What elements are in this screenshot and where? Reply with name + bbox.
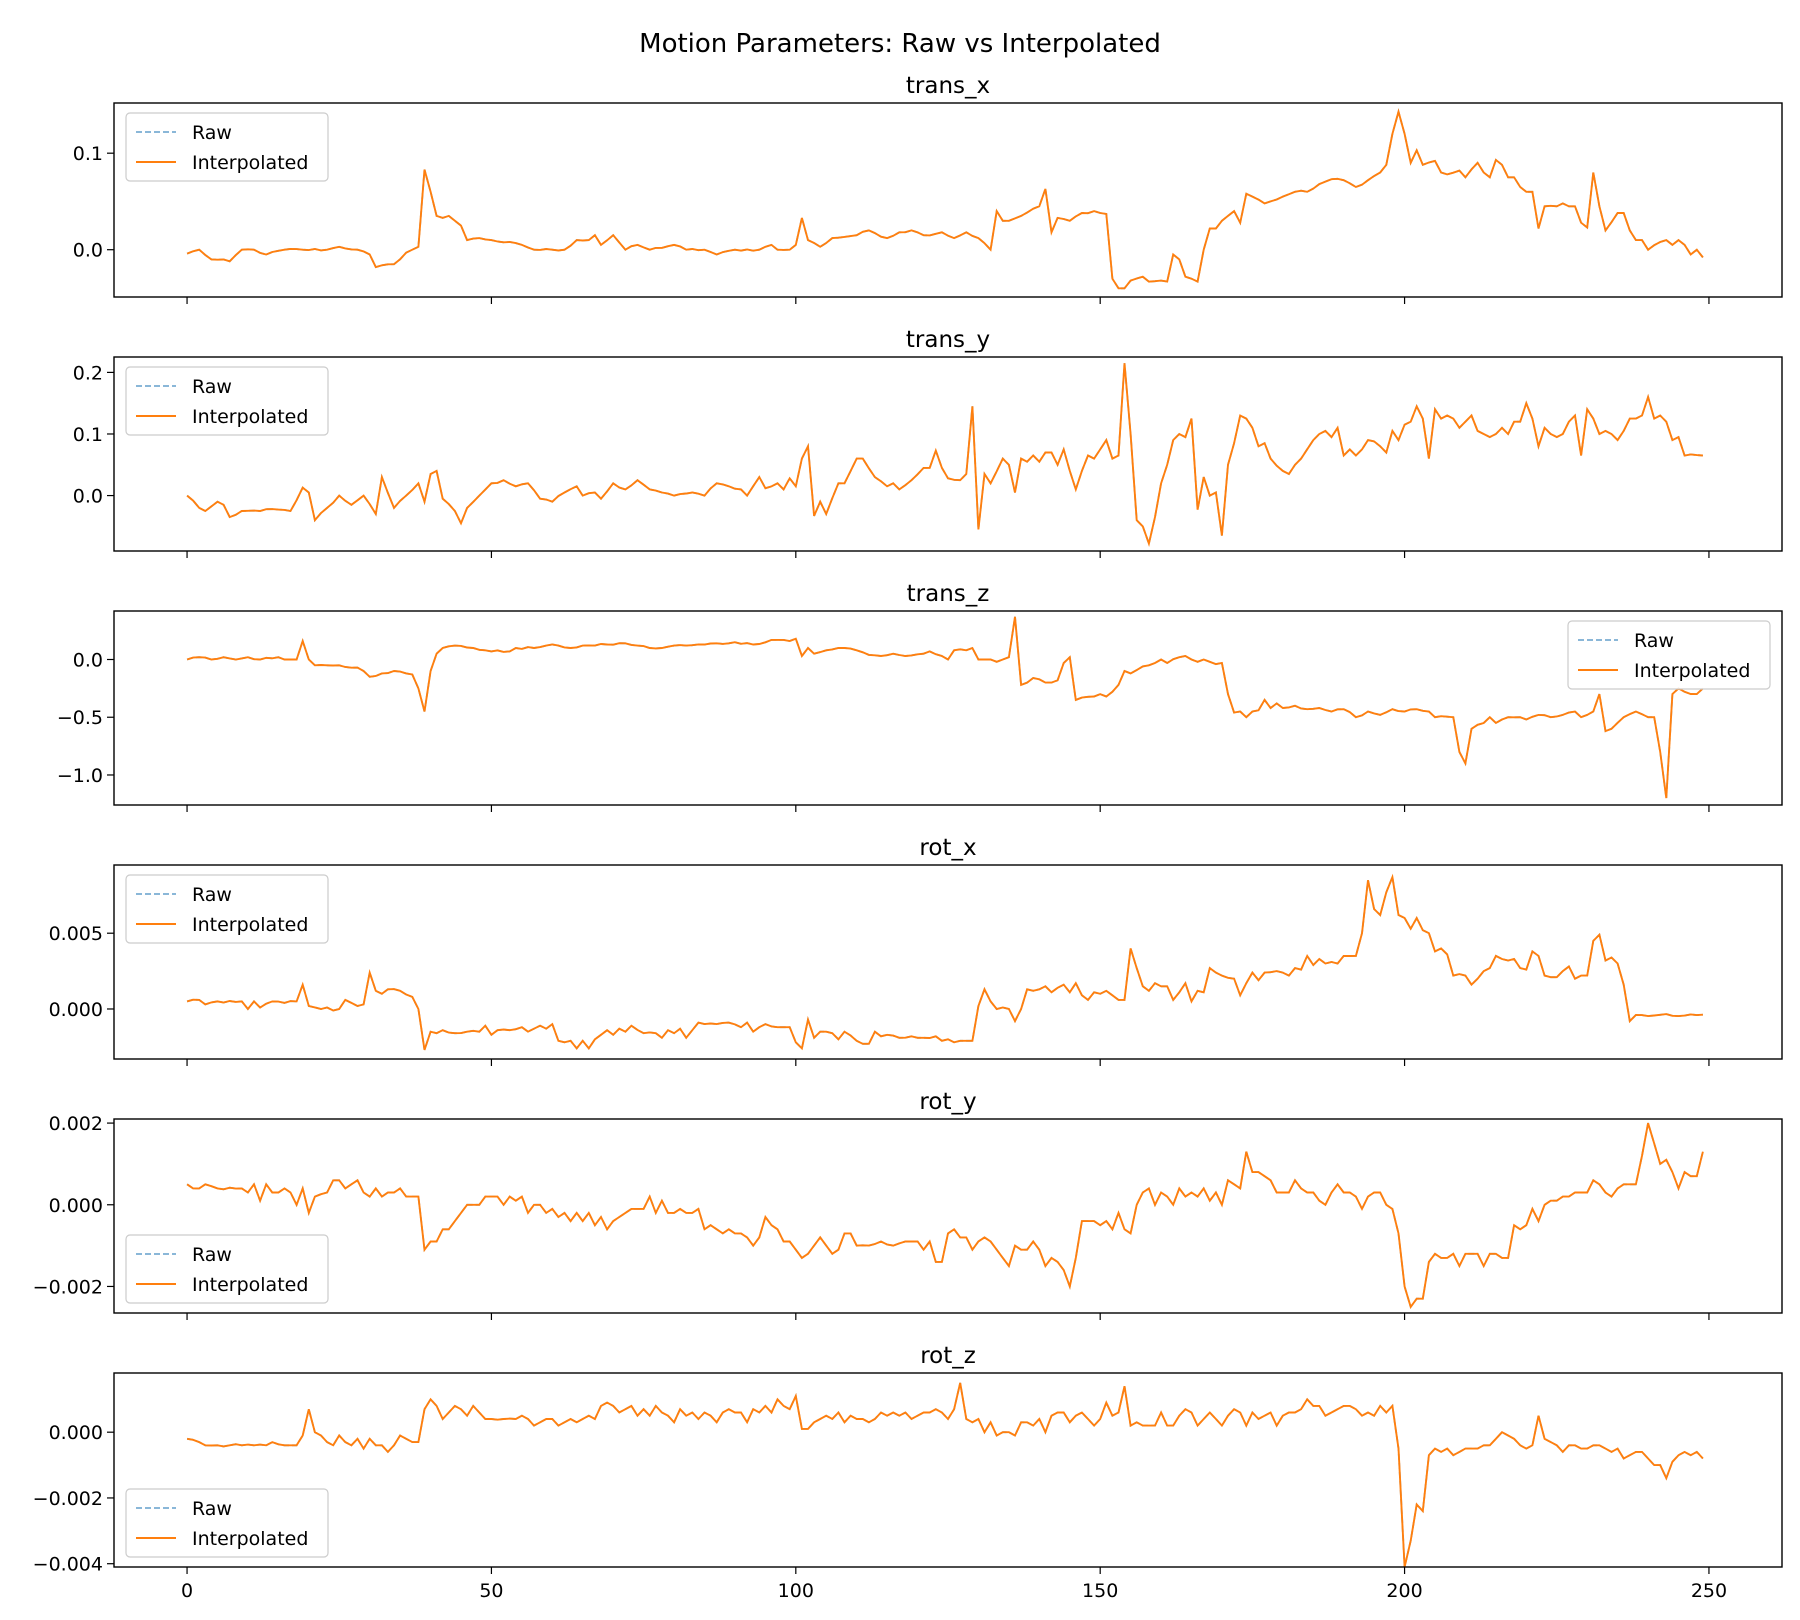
legend-interpolated-label: Interpolated — [1634, 660, 1750, 682]
legend-trans-z: Raw Interpolated — [1567, 620, 1771, 690]
axes-frame-trans-x — [113, 102, 1783, 298]
y-tick-label-rot-z: −0.004 — [33, 1554, 103, 1576]
y-tick-label-trans-z: −1.0 — [57, 765, 103, 787]
interpolated-series-line-trans-y — [186, 363, 1703, 547]
legend-raw-label: Raw — [1634, 630, 1674, 652]
y-tick-label-rot-y: 0.002 — [49, 1113, 103, 1135]
y-tick-label-trans-y: 0.1 — [73, 424, 103, 446]
legend-rot-x: Raw Interpolated — [125, 874, 329, 944]
subplot-rot-x: rot_x 0.000 0.005 Raw Interpolated — [49, 835, 1783, 1066]
subplot-trans-y: trans_y 0.0 0.1 0.2 Raw Interpolated — [73, 327, 1783, 558]
y-tick-label-trans-y: 0.2 — [73, 362, 103, 384]
y-tick-label-trans-z: 0.0 — [73, 650, 103, 672]
subplot-rot-z: rot_z −0.004 −0.002 0.000 0 50 100 150 200 250 Raw… — [33, 1343, 1783, 1602]
y-tick-label-trans-y: 0.0 — [73, 486, 103, 508]
legend-box — [125, 874, 329, 944]
axes-frame-rot-z — [113, 1372, 1783, 1568]
subplot-trans-z: trans_z 0.0 −0.5 −1.0 Raw Interpolated — [57, 581, 1783, 812]
interpolated-series-line-trans-x — [186, 108, 1704, 290]
x-tick-label: 50 — [479, 1580, 503, 1602]
y-tick-label-rot-y: 0.000 — [49, 1195, 103, 1217]
legend-interpolated-label: Interpolated — [192, 406, 308, 428]
interpolated-series-line-trans-z — [186, 616, 1704, 799]
y-tick-label-rot-z: 0.000 — [49, 1422, 103, 1444]
axes-frame-trans-z — [113, 610, 1783, 806]
subplot-title-rot-z: rot_z — [920, 1343, 976, 1369]
x-tick-label: 0 — [181, 1580, 193, 1602]
y-tick-label-rot-z: −0.002 — [33, 1488, 103, 1510]
legend-box — [125, 1234, 329, 1304]
legend-interpolated-label: Interpolated — [192, 914, 308, 936]
legend-trans-x: Raw Interpolated — [125, 112, 329, 182]
axes-frame-rot-x — [113, 864, 1783, 1060]
subplot-title-rot-x: rot_x — [919, 835, 976, 861]
interpolated-series-line-rot-x — [186, 873, 1703, 1051]
x-tick-label: 150 — [1082, 1580, 1118, 1602]
subplot-title-rot-y: rot_y — [919, 1089, 976, 1115]
x-tick-label: 100 — [778, 1580, 814, 1602]
interpolated-series-line-rot-z — [186, 1382, 1704, 1567]
figure-title: Motion Parameters: Raw vs Interpolated — [639, 29, 1161, 59]
legend-rot-z: Raw Interpolated — [125, 1488, 329, 1558]
subplot-title-trans-y: trans_y — [906, 327, 990, 353]
subplot-rot-y: rot_y −0.002 0.000 0.002 Raw Interpolated — [33, 1089, 1783, 1320]
legend-raw-label: Raw — [192, 1498, 232, 1520]
x-tick-label: 250 — [1691, 1580, 1727, 1602]
y-tick-label-rot-x: 0.005 — [49, 923, 103, 945]
subplot-stack: trans_x 0.0 0.1 Raw Interpolated trans_y 0.0 0.… — [33, 73, 1783, 1602]
legend-rot-y: Raw Interpolated — [125, 1234, 329, 1304]
legend-box — [125, 112, 329, 182]
x-tick-label: 200 — [1386, 1580, 1422, 1602]
legend-interpolated-label: Interpolated — [192, 152, 308, 174]
legend-raw-label: Raw — [192, 376, 232, 398]
legend-box — [125, 1488, 329, 1558]
legend-trans-y: Raw Interpolated — [125, 366, 329, 436]
y-tick-label-trans-x: 0.1 — [73, 143, 103, 165]
y-tick-label-trans-z: −0.5 — [57, 707, 103, 729]
legend-raw-label: Raw — [192, 884, 232, 906]
legend-box — [125, 366, 329, 436]
y-tick-label-trans-x: 0.0 — [73, 240, 103, 262]
legend-interpolated-label: Interpolated — [192, 1528, 308, 1550]
interpolated-series-line-rot-y — [186, 1122, 1704, 1310]
subplot-title-trans-z: trans_z — [907, 581, 990, 607]
legend-box — [1567, 620, 1771, 690]
y-tick-label-rot-y: −0.002 — [33, 1276, 103, 1298]
legend-interpolated-label: Interpolated — [192, 1274, 308, 1296]
legend-raw-label: Raw — [192, 1244, 232, 1266]
axes-frame-trans-y — [113, 356, 1783, 552]
axes-frame-rot-y — [113, 1118, 1783, 1314]
y-tick-label-rot-x: 0.000 — [49, 999, 103, 1021]
legend-raw-label: Raw — [192, 122, 232, 144]
subplot-trans-x: trans_x 0.0 0.1 Raw Interpolated — [73, 73, 1783, 304]
subplot-title-trans-x: trans_x — [906, 73, 990, 99]
